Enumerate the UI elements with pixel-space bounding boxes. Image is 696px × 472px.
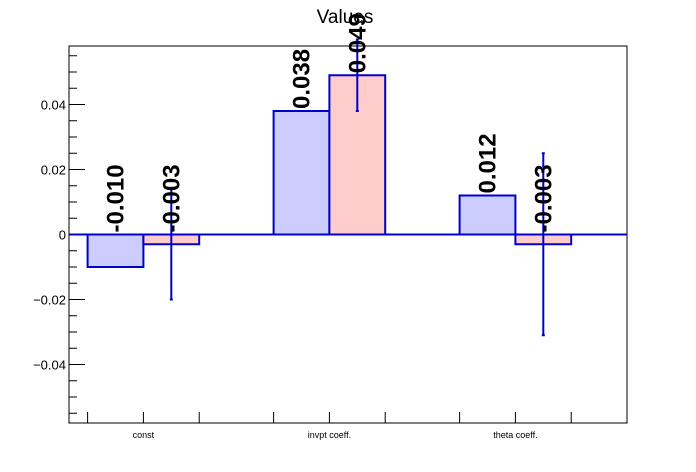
y-tick-label: −0.02	[33, 293, 66, 308]
y-tick-label: 0	[59, 228, 66, 243]
chart-title: Values	[317, 7, 374, 28]
bar	[458, 194, 517, 236]
x-category-label: theta coeff.	[493, 430, 537, 440]
bar	[86, 233, 145, 268]
y-tick-label: 0.02	[41, 163, 66, 178]
bar-value-label: 0.049	[344, 13, 371, 73]
bar-value-label: 0.038	[289, 49, 316, 109]
data-labels: -0.010 0.038 0.012 -0.003 0.049 -0.003	[103, 13, 558, 232]
x-category-label: const	[133, 430, 155, 440]
bar-value-label: 0.012	[475, 133, 502, 193]
bar-value-label: -0.010	[103, 164, 130, 232]
bar-value-label: -0.003	[530, 164, 557, 232]
y-tick-label: −0.04	[33, 358, 66, 373]
bar-value-label: -0.003	[158, 164, 185, 232]
x-category-label: invpt coeff.	[308, 430, 351, 440]
bars	[69, 38, 627, 337]
y-tick-label: 0.04	[41, 98, 66, 113]
bar	[272, 110, 331, 236]
